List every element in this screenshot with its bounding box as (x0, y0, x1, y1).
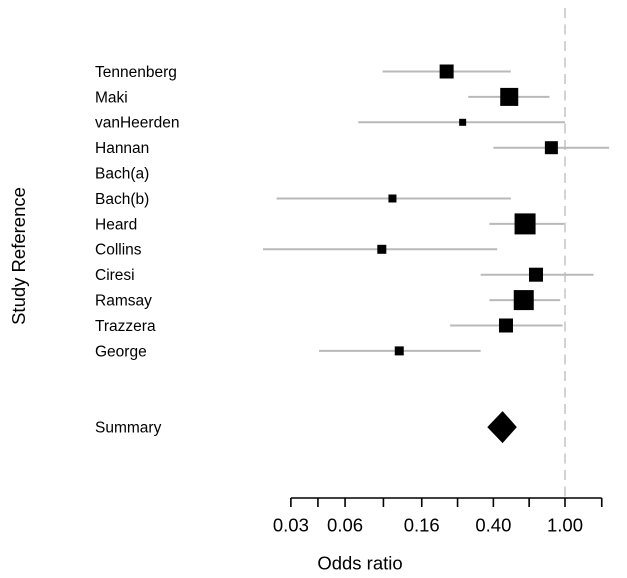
study-label: Ramsay (95, 293, 152, 310)
study-label: Trazzera (95, 318, 156, 335)
or-square (439, 64, 454, 79)
study-label: George (95, 343, 147, 360)
study-label: Tennenberg (95, 64, 177, 81)
x-tick-label: 0.03 (273, 514, 309, 535)
study-label: Hannan (95, 140, 149, 157)
study-label: Ciresi (95, 267, 135, 284)
study-label: Collins (95, 242, 142, 259)
or-square (377, 244, 387, 254)
x-tick-label: 0.40 (475, 514, 511, 535)
or-square (394, 346, 404, 356)
summary-diamond (487, 411, 517, 444)
x-tick-label: 1.00 (547, 514, 583, 535)
study-label: Bach(a) (95, 166, 149, 183)
x-tick-label: 0.06 (327, 514, 363, 535)
x-tick-label: 0.16 (404, 514, 440, 535)
summary-label: Summary (95, 420, 162, 437)
study-label: Maki (95, 89, 128, 106)
y-axis-label: Study Reference (8, 187, 29, 325)
or-square (514, 213, 536, 235)
study-label: Heard (95, 216, 137, 233)
or-square (498, 318, 513, 333)
study-label: vanHeerden (95, 115, 179, 132)
or-square (500, 87, 519, 106)
or-square (459, 118, 467, 126)
or-square (528, 267, 543, 282)
x-axis-label: Odds ratio (317, 552, 402, 573)
or-square (513, 290, 534, 311)
study-label: Bach(b) (95, 191, 149, 208)
or-square (388, 194, 397, 203)
or-square (544, 141, 558, 155)
